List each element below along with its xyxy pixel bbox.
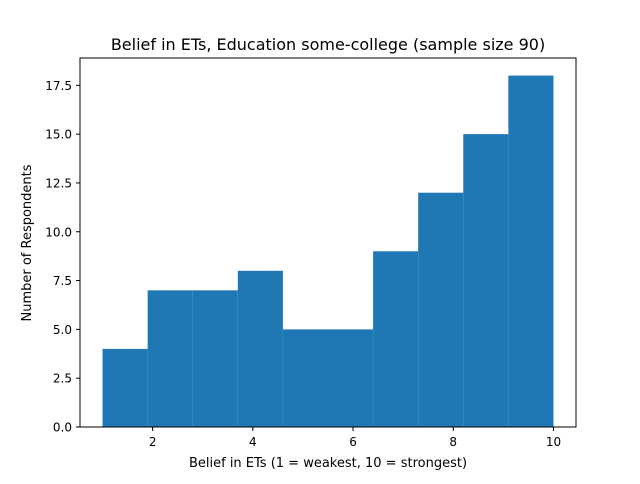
y-tick-label: 10.0 bbox=[45, 225, 72, 239]
histogram-bar bbox=[418, 192, 464, 427]
y-tick-label: 2.5 bbox=[53, 372, 72, 386]
x-tick-label: 10 bbox=[546, 435, 561, 449]
y-tick-label: 12.5 bbox=[45, 176, 72, 190]
y-tick-label: 7.5 bbox=[53, 274, 72, 288]
histogram-bar bbox=[328, 329, 374, 427]
y-tick-label: 17.5 bbox=[45, 79, 72, 93]
x-axis-label: Belief in ETs (1 = weakest, 10 = stronge… bbox=[189, 456, 467, 471]
histogram-bar bbox=[192, 290, 238, 427]
histogram-bar bbox=[463, 134, 509, 427]
axes-frame bbox=[79, 57, 577, 428]
histogram-bar bbox=[508, 75, 554, 428]
chart-title: Belief in ETs, Education some-college (s… bbox=[111, 35, 545, 54]
histogram-bar bbox=[237, 270, 283, 427]
x-tick-label: 8 bbox=[449, 435, 457, 449]
x-tick-label: 2 bbox=[149, 435, 157, 449]
histogram-bar bbox=[373, 251, 419, 427]
x-tick-label: 6 bbox=[349, 435, 357, 449]
histogram-bar bbox=[102, 348, 148, 427]
y-tick-label: 5.0 bbox=[53, 323, 72, 337]
bars-layer bbox=[102, 75, 554, 428]
axes-layer: 2 4 6 8 10 0.0 2.5 5.0 7.5 10.0 12.5 15.0 17.5 bbox=[45, 57, 577, 449]
y-tick-label: 0.0 bbox=[53, 421, 72, 435]
x-tick-label: 4 bbox=[249, 435, 257, 449]
histogram-bar bbox=[282, 329, 328, 427]
y-axis-label: Number of Respondents bbox=[20, 164, 35, 321]
y-tick-label: 15.0 bbox=[45, 128, 72, 142]
histogram-bar bbox=[147, 290, 193, 427]
